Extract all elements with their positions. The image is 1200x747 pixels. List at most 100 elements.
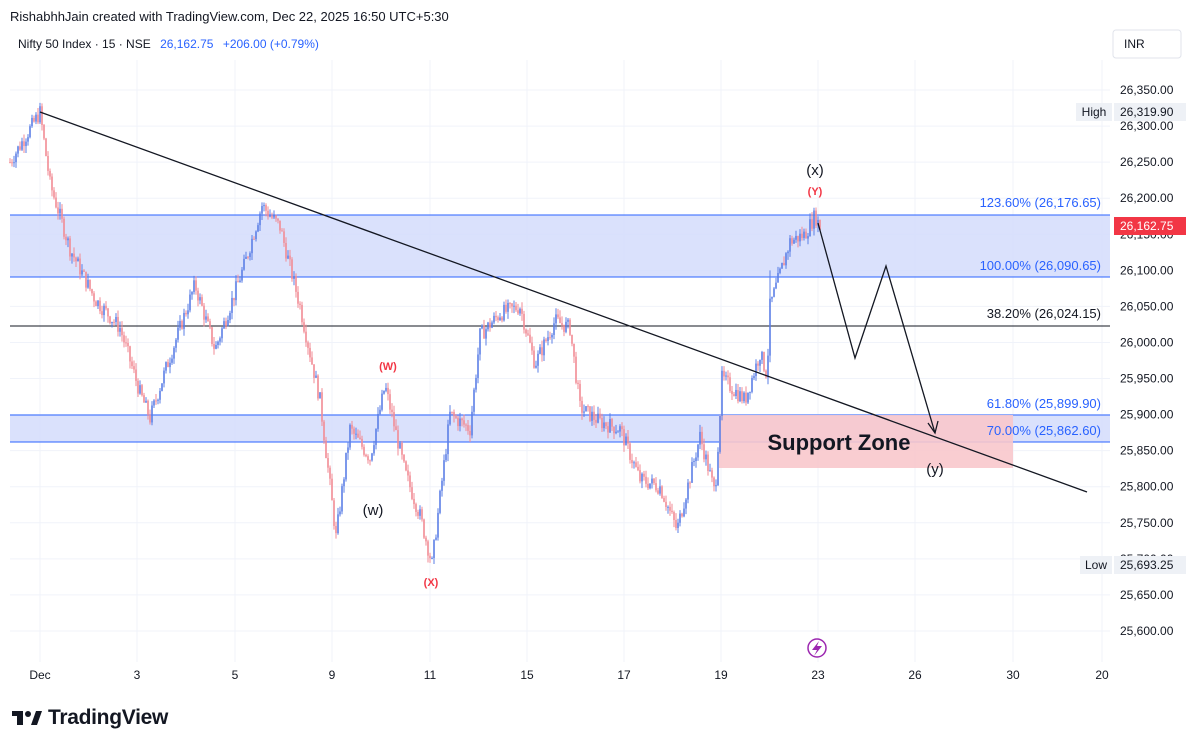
byline: RishabhhJain created with TradingView.co…: [10, 9, 449, 24]
candle-body: [433, 539, 435, 558]
time-tick-label: 3: [134, 668, 141, 682]
candle-body: [259, 213, 261, 226]
candle-body: [421, 509, 423, 520]
candle-body: [413, 498, 415, 505]
candle-body: [147, 400, 149, 415]
candle-body: [757, 363, 759, 366]
price-axis[interactable]: 26,350.00 26,300.00 26,250.00 26,200.00 26,1…: [1120, 83, 1174, 638]
candle-body: [517, 310, 519, 314]
candle-body: [417, 511, 419, 516]
low-value: 25,693.25: [1120, 558, 1174, 572]
candle-body: [61, 208, 63, 219]
candle-body: [659, 486, 661, 494]
candle-body: [283, 231, 285, 243]
candle-body: [459, 418, 461, 427]
fib-label-382: 38.20% (26,024.15): [987, 306, 1101, 321]
candle-body: [363, 446, 365, 455]
candle-body: [817, 219, 819, 226]
candle-body: [671, 510, 673, 513]
candle-body: [367, 456, 369, 461]
candle-body: [123, 335, 125, 343]
candle-body: [267, 210, 269, 217]
candle-body: [807, 236, 809, 239]
candle-body: [103, 305, 105, 316]
candle-body: [145, 400, 147, 403]
symbol-name[interactable]: Nifty 50 Index · 15 · NSE: [18, 37, 151, 51]
candle-body: [177, 327, 179, 340]
candle-body: [377, 414, 379, 429]
high-value-box: [1114, 103, 1186, 121]
candle-body: [97, 300, 99, 307]
candle-body: [309, 347, 311, 358]
price-tick-label: 26,250.00: [1120, 155, 1174, 169]
candle-body: [37, 114, 39, 123]
candle-body: [751, 378, 753, 392]
candle-body: [201, 297, 203, 306]
projection-path[interactable]: [817, 222, 936, 434]
candle-body: [677, 522, 679, 528]
price-tick-label: 25,600.00: [1120, 624, 1174, 638]
candle-body: [735, 389, 737, 396]
candle-body: [357, 433, 359, 438]
candle-body: [429, 555, 431, 559]
candle-body: [105, 305, 107, 309]
candle-body: [635, 462, 637, 467]
candle-body: [561, 323, 563, 325]
candle-body: [697, 444, 699, 458]
candle-body: [131, 361, 133, 367]
candle-body: [629, 443, 631, 460]
candle-body: [81, 270, 83, 275]
candle-body: [681, 513, 683, 517]
candle-body: [313, 364, 315, 378]
candle-body: [285, 242, 287, 259]
candle-body: [457, 417, 459, 427]
candle-body: [93, 293, 95, 302]
event-lightning-icon[interactable]: [807, 638, 827, 658]
time-axis[interactable]: Dec 3 5 9 11 15 17 19 23 26 30 20: [29, 668, 1109, 682]
candle-body: [319, 392, 321, 399]
candle-body: [275, 215, 277, 219]
candle-body: [235, 281, 237, 301]
candle-body: [445, 454, 447, 461]
symbol-legend[interactable]: Nifty 50 Index · 15 · NSE 26,162.75 +206…: [18, 37, 319, 51]
candle-body: [505, 304, 507, 312]
price-tick-label: 25,750.00: [1120, 516, 1174, 530]
candle-body: [23, 141, 25, 147]
candle-body: [245, 256, 247, 259]
candle-body: [621, 426, 623, 430]
candle-body: [469, 430, 471, 436]
high-value: 26,319.90: [1120, 105, 1174, 119]
candle-body: [563, 324, 565, 332]
candle-body: [591, 411, 593, 421]
candle-body: [329, 467, 331, 479]
candle-body: [715, 485, 717, 487]
candle-body: [573, 343, 575, 357]
candle-body: [247, 256, 249, 258]
time-tick-label: 20: [1095, 668, 1109, 682]
candle-body: [115, 316, 117, 323]
candlestick-series: [9, 102, 821, 564]
candle-body: [737, 389, 739, 402]
candle-body: [101, 311, 103, 316]
fib-label-70: 70.00% (25,862.60): [987, 423, 1101, 438]
candle-body: [475, 377, 477, 390]
trendline[interactable]: [39, 111, 1088, 493]
candle-body: [565, 321, 567, 332]
candle-body: [47, 155, 49, 171]
candle-body: [557, 314, 559, 318]
candle-body: [191, 292, 193, 295]
candle-body: [165, 362, 167, 371]
tradingview-logo[interactable]: TradingView: [12, 706, 168, 730]
candle-body: [595, 419, 597, 423]
candle-body: [511, 303, 513, 307]
candle-body: [653, 478, 655, 484]
wave-label-x: (x): [806, 162, 824, 179]
candle-body: [819, 219, 821, 231]
candle-body: [149, 414, 151, 423]
currency-button[interactable]: [1112, 29, 1182, 59]
candle-body: [435, 537, 437, 540]
candle-body: [365, 454, 367, 457]
candle-body: [369, 460, 371, 462]
candle-body: [555, 314, 557, 324]
